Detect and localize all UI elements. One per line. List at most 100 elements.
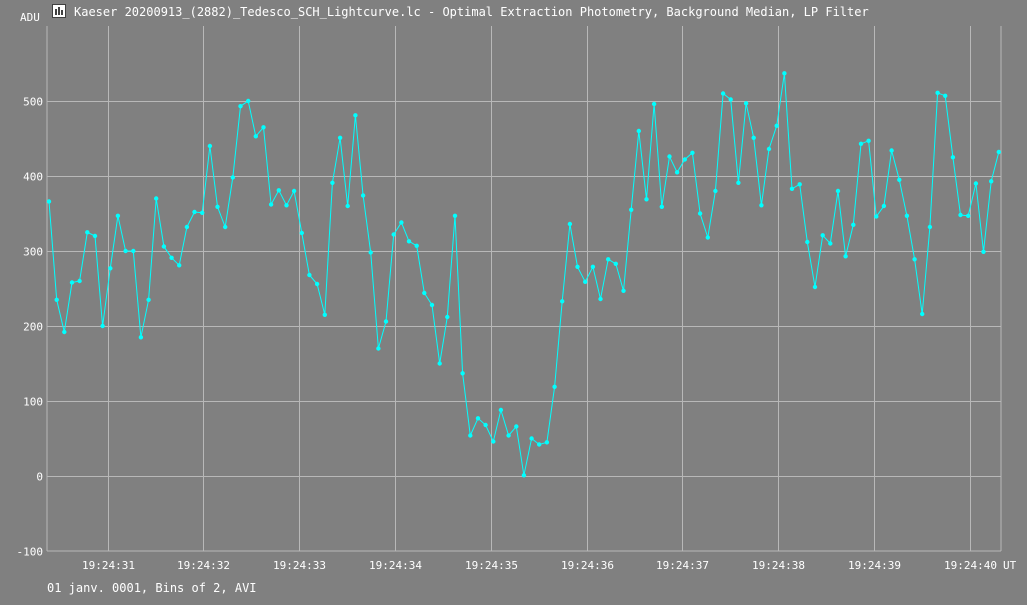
data-point bbox=[337, 135, 343, 140]
data-point bbox=[966, 213, 971, 218]
data-point bbox=[659, 204, 664, 209]
y-tick-label: -100 bbox=[17, 546, 44, 559]
data-point bbox=[276, 188, 281, 193]
data-point bbox=[973, 181, 979, 186]
data-point bbox=[115, 213, 121, 218]
data-point bbox=[828, 241, 833, 246]
data-point bbox=[131, 248, 136, 254]
data-point bbox=[230, 175, 235, 180]
data-point bbox=[330, 180, 335, 185]
app-icon bbox=[52, 4, 66, 18]
data-point bbox=[981, 249, 986, 254]
data-point bbox=[927, 224, 933, 230]
x-axis-unit-label: UT bbox=[1003, 559, 1017, 572]
data-point bbox=[697, 211, 703, 216]
data-point bbox=[383, 319, 389, 324]
data-point bbox=[514, 424, 519, 429]
data-point bbox=[858, 141, 864, 146]
data-point bbox=[943, 93, 948, 99]
data-point bbox=[161, 244, 167, 249]
data-point bbox=[46, 199, 52, 204]
data-point bbox=[544, 440, 550, 445]
x-tick-labels: 19:24:31 19:24:32 19:24:33 19:24:34 19:24:35… bbox=[82, 559, 997, 572]
data-point bbox=[958, 212, 963, 218]
data-point bbox=[207, 143, 213, 149]
data-point bbox=[682, 157, 687, 162]
data-point bbox=[422, 290, 427, 296]
data-point bbox=[874, 214, 879, 219]
data-point bbox=[866, 138, 871, 143]
data-point bbox=[322, 312, 327, 317]
data-point bbox=[920, 311, 925, 317]
data-point bbox=[85, 230, 90, 235]
data-point bbox=[138, 335, 144, 340]
data-point bbox=[835, 188, 841, 194]
data-point bbox=[851, 222, 856, 227]
data-point bbox=[468, 433, 473, 438]
data-point bbox=[560, 299, 565, 304]
data-point bbox=[751, 135, 756, 140]
x-tick-label: 19:24:35 bbox=[465, 559, 518, 572]
data-point bbox=[766, 146, 772, 152]
data-point bbox=[452, 213, 458, 218]
data-point bbox=[391, 232, 396, 237]
data-point bbox=[812, 284, 818, 290]
x-tick-label: 19:24:39 bbox=[848, 559, 901, 572]
data-point bbox=[644, 197, 649, 202]
y-tick-label: 0 bbox=[36, 471, 43, 484]
data-point bbox=[215, 204, 220, 209]
y-tick-label: 500 bbox=[23, 96, 43, 109]
data-point bbox=[537, 442, 542, 447]
data-point bbox=[246, 98, 251, 104]
data-point bbox=[223, 224, 228, 230]
data-point bbox=[583, 279, 588, 284]
data-point bbox=[996, 149, 1001, 155]
data-point bbox=[705, 235, 710, 240]
data-point bbox=[743, 101, 749, 106]
data-point bbox=[62, 329, 67, 335]
data-point bbox=[200, 210, 205, 215]
data-point bbox=[77, 278, 82, 284]
data-point bbox=[399, 220, 404, 225]
data-point bbox=[299, 230, 304, 236]
data-point bbox=[667, 154, 672, 159]
data-point bbox=[935, 90, 940, 96]
y-axis-label: ADU bbox=[20, 11, 40, 24]
data-point bbox=[146, 297, 151, 302]
x-tick-label: 19:24:31 bbox=[82, 559, 135, 572]
data-point bbox=[912, 257, 917, 262]
data-point bbox=[475, 416, 481, 421]
data-point bbox=[674, 170, 680, 175]
x-tick-label: 19:24:33 bbox=[273, 559, 326, 572]
data-point bbox=[406, 239, 412, 244]
data-point bbox=[483, 422, 488, 428]
data-point bbox=[529, 436, 534, 441]
data-point bbox=[651, 101, 657, 107]
x-tick-label: 19:24:37 bbox=[656, 559, 709, 572]
footer-info: 01 janv. 0001, Bins of 2, AVI bbox=[47, 581, 257, 595]
data-point bbox=[621, 288, 626, 293]
data-point bbox=[728, 97, 733, 102]
series-line bbox=[48, 73, 1000, 476]
data-point bbox=[291, 188, 297, 194]
y-tick-labels: -100 0 100 200 300 400 500 bbox=[17, 96, 44, 559]
data-point bbox=[575, 264, 580, 269]
data-point bbox=[690, 150, 695, 155]
chart-title: Kaeser 20200913_(2882)_Tedesco_SCH_Light… bbox=[74, 5, 869, 19]
data-point bbox=[360, 193, 366, 198]
data-point bbox=[881, 203, 887, 209]
data-point bbox=[192, 209, 197, 215]
data-point bbox=[498, 407, 504, 413]
y-tick-label: 300 bbox=[23, 246, 43, 259]
data-point bbox=[629, 207, 634, 212]
data-point bbox=[567, 221, 573, 227]
data-point bbox=[69, 280, 75, 285]
data-point bbox=[376, 346, 381, 351]
data-point bbox=[720, 91, 726, 96]
data-point bbox=[736, 180, 741, 185]
data-point bbox=[445, 314, 450, 320]
y-tick-label: 200 bbox=[23, 321, 43, 334]
data-point bbox=[253, 134, 258, 139]
data-point bbox=[100, 323, 105, 329]
data-point bbox=[491, 439, 496, 444]
